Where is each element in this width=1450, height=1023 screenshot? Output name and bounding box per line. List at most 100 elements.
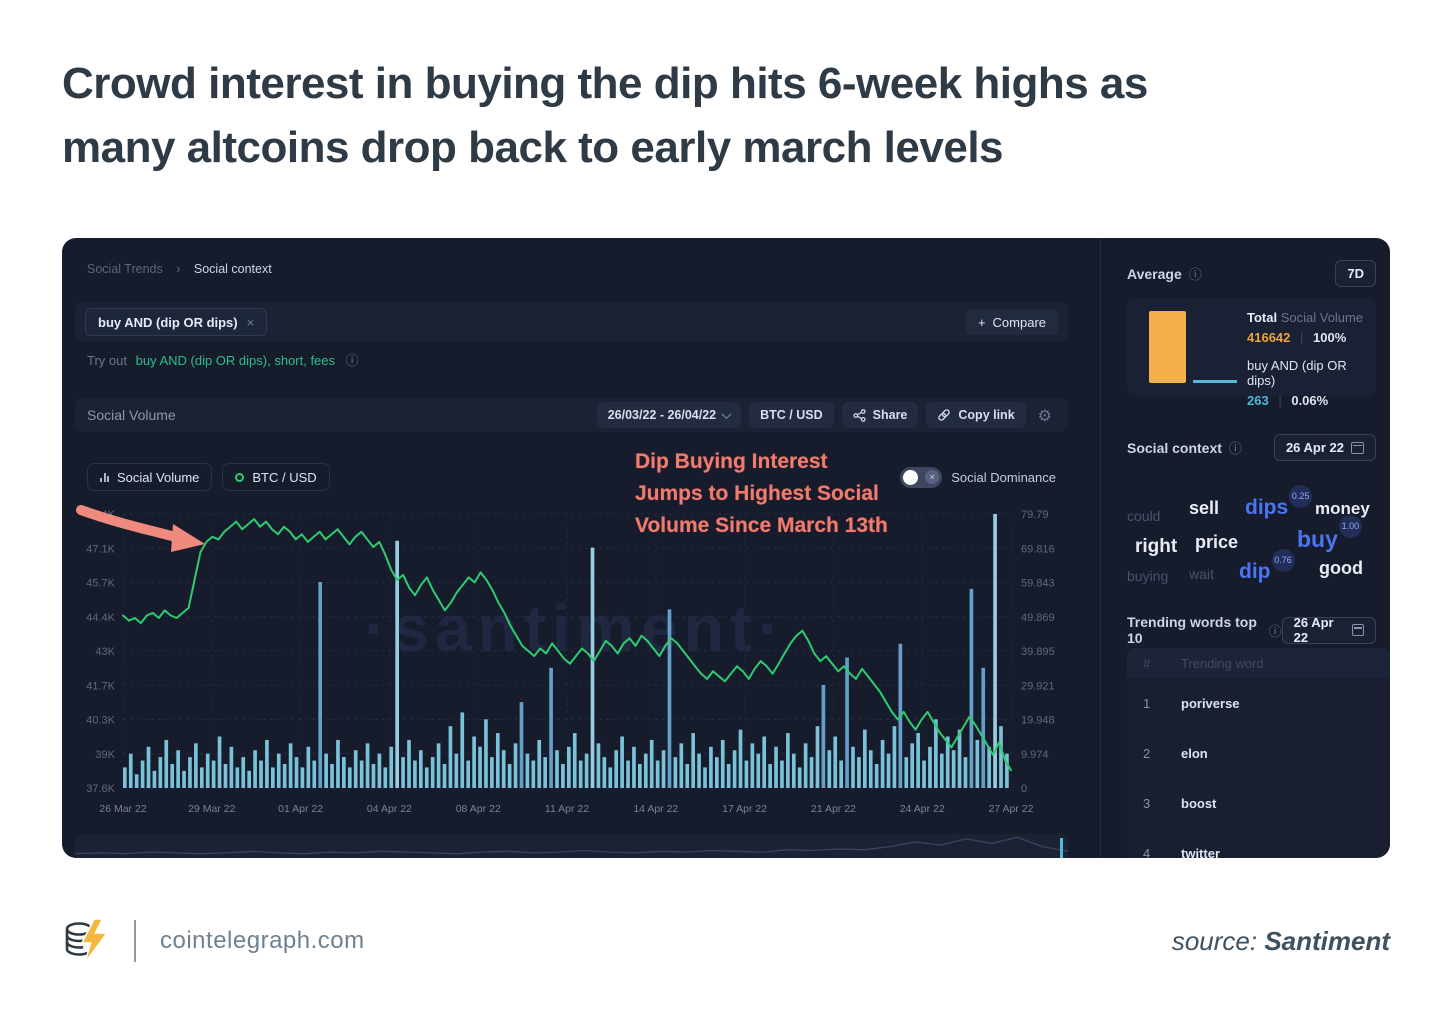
toggle-off-icon: × [925, 470, 940, 484]
social-dominance-toggle[interactable]: × [900, 466, 943, 488]
pair-button[interactable]: BTC / USD [749, 402, 834, 428]
annotation-arrow [76, 505, 205, 552]
page-title: Crowd interest in buying the dip hits 6-… [62, 59, 1148, 172]
timeline-navigator[interactable] [75, 834, 1068, 858]
santiment-dashboard: Social Trends › Social context buy AND (… [62, 238, 1390, 858]
compare-button[interactable]: + Compare [965, 309, 1058, 335]
svg-text:69.816: 69.816 [1021, 543, 1055, 555]
info-icon[interactable]: ⓘ [1228, 442, 1242, 457]
context-date-button[interactable]: 26 Apr 22 [1273, 434, 1376, 461]
range-7d-button[interactable]: 7D [1335, 260, 1376, 287]
word-dip[interactable]: dip 0.76 [1239, 549, 1295, 584]
svg-text:37.6K: 37.6K [86, 783, 115, 795]
word-price[interactable]: price [1195, 532, 1239, 552]
breadcrumb-separator: › [176, 262, 181, 276]
plus-icon: + [977, 314, 986, 330]
svg-text:21 Apr 22: 21 Apr 22 [811, 803, 856, 815]
svg-text:0: 0 [1021, 783, 1027, 795]
table-row[interactable]: 3 boost [1143, 795, 1217, 811]
legend-social-volume[interactable]: Social Volume [87, 463, 213, 491]
svg-text:01 Apr 22: 01 Apr 22 [278, 803, 323, 815]
info-icon[interactable]: ⓘ [345, 354, 359, 369]
info-icon[interactable]: ⓘ [1268, 624, 1282, 640]
trending-date-button[interactable]: 26 Apr 22 [1281, 615, 1376, 645]
remove-tag-icon[interactable]: × [246, 314, 255, 330]
cointelegraph-logo-icon [65, 918, 109, 964]
calendar-icon [1352, 624, 1364, 636]
svg-text:19.948: 19.948 [1021, 715, 1055, 727]
svg-text:79.79: 79.79 [1021, 509, 1049, 521]
dashboard-sidebar: Average ⓘ 7D Total Social Volume 416642 … [1100, 238, 1390, 858]
svg-text:39K: 39K [95, 749, 115, 761]
total-volume-value: 416642 | 100% [1247, 330, 1347, 345]
social-volume-panel-header: Social Volume 26/03/22 - 26/04/22 BTC / … [75, 398, 1068, 432]
tryout-link[interactable]: buy AND (dip OR dips), short, fees [135, 353, 336, 368]
query-volume-bar [1193, 380, 1237, 383]
word-right[interactable]: right [1135, 536, 1178, 557]
word-buy[interactable]: buy 1.00 [1297, 515, 1362, 553]
word-money[interactable]: money [1315, 499, 1370, 518]
svg-text:45.7K: 45.7K [86, 578, 115, 590]
breadcrumb-parent[interactable]: Social Trends [87, 262, 163, 276]
svg-text:04 Apr 22: 04 Apr 22 [367, 803, 412, 815]
table-header: # Trending word [1127, 648, 1390, 678]
annotation-text: Dip Buying Interest Jumps to Highest Soc… [635, 450, 888, 537]
total-volume-bar [1149, 311, 1186, 383]
word-buying[interactable]: buying [1127, 568, 1169, 584]
word-dips[interactable]: dips 0.25 [1245, 485, 1313, 520]
svg-text:14 Apr 22: 14 Apr 22 [633, 803, 678, 815]
svg-text:27 Apr 22: 27 Apr 22 [989, 803, 1034, 815]
average-card: Total Social Volume 416642 | 100% buy AN… [1127, 298, 1376, 408]
svg-text:41.7K: 41.7K [86, 680, 115, 692]
page-footer: cointelegraph.com source: Santiment [62, 905, 1390, 977]
gear-icon[interactable]: ⚙ [1037, 405, 1052, 425]
tryout-suggestion: Try out buy AND (dip OR dips), short, fe… [87, 353, 359, 369]
social-dominance-toggle-group: × Social Dominance [900, 466, 1056, 488]
svg-text:44.4K: 44.4K [86, 612, 115, 624]
word-score-badge: 0.25 [1289, 485, 1313, 508]
svg-text:47.1K: 47.1K [86, 543, 115, 555]
copy-link-button[interactable]: Copy link [926, 402, 1026, 428]
chart-legend-row: Social Volume BTC / USD × Social Dominan… [75, 462, 1068, 492]
panel-title: Social Volume [87, 407, 176, 423]
svg-text:29 Mar 22: 29 Mar 22 [188, 803, 235, 815]
link-icon [938, 409, 951, 421]
breadcrumb: Social Trends › Social context [87, 262, 272, 276]
table-row[interactable]: 1 poriverse [1143, 695, 1240, 711]
table-row[interactable]: 2 elon [1143, 745, 1208, 761]
site-link[interactable]: cointelegraph.com [160, 927, 365, 954]
dashboard-main-column: Social Trends › Social context buy AND (… [75, 238, 1068, 858]
chevron-down-icon [721, 408, 732, 419]
info-icon[interactable]: ⓘ [1188, 268, 1202, 283]
breadcrumb-current: Social context [193, 262, 272, 276]
word-good[interactable]: good [1319, 558, 1363, 578]
share-icon [853, 408, 866, 422]
date-range-button[interactable]: 26/03/22 - 26/04/22 [596, 402, 742, 428]
query-tag[interactable]: buy AND (dip OR dips) × [85, 308, 268, 336]
svg-text:29.921: 29.921 [1021, 680, 1055, 692]
word-sell[interactable]: sell [1189, 498, 1220, 518]
social-volume-chart: ·santiment· 48.4K 79.79 47.1K 69.816 45.7K 59… [75, 450, 1068, 832]
legend-pair[interactable]: BTC / USD [222, 463, 330, 491]
query-label: buy AND (dip OR dips) [1247, 358, 1347, 388]
average-header: Average ⓘ 7D [1127, 260, 1376, 287]
word-score-badge: 0.76 [1271, 549, 1295, 572]
footer-divider [134, 920, 136, 962]
svg-text:39.895: 39.895 [1021, 646, 1055, 658]
svg-text:17 Apr 22: 17 Apr 22 [722, 803, 767, 815]
trending-words-table: # Trending word 1 poriverse 2 elon 3 boost … [1127, 648, 1390, 858]
word-wait[interactable]: wait [1189, 566, 1214, 582]
svg-text:59.843: 59.843 [1021, 578, 1055, 590]
share-button[interactable]: Share [841, 402, 919, 428]
santiment-watermark: ·santiment· [364, 591, 786, 665]
word-score-badge: 1.00 [1338, 515, 1362, 538]
table-row[interactable]: 4 twitter [1143, 845, 1220, 859]
trending-words-header: Trending words top 10 ⓘ 26 Apr 22 [1127, 614, 1376, 646]
word-cloud: could sell dips 0.25 money right price bu… [1127, 478, 1377, 584]
svg-text:49.869: 49.869 [1021, 612, 1055, 624]
word-could[interactable]: could [1127, 508, 1161, 524]
svg-text:26 Mar 22: 26 Mar 22 [99, 803, 146, 815]
query-volume-value: 263 | 0.06% [1247, 393, 1329, 408]
source-credit: source: Santiment [1171, 925, 1390, 956]
